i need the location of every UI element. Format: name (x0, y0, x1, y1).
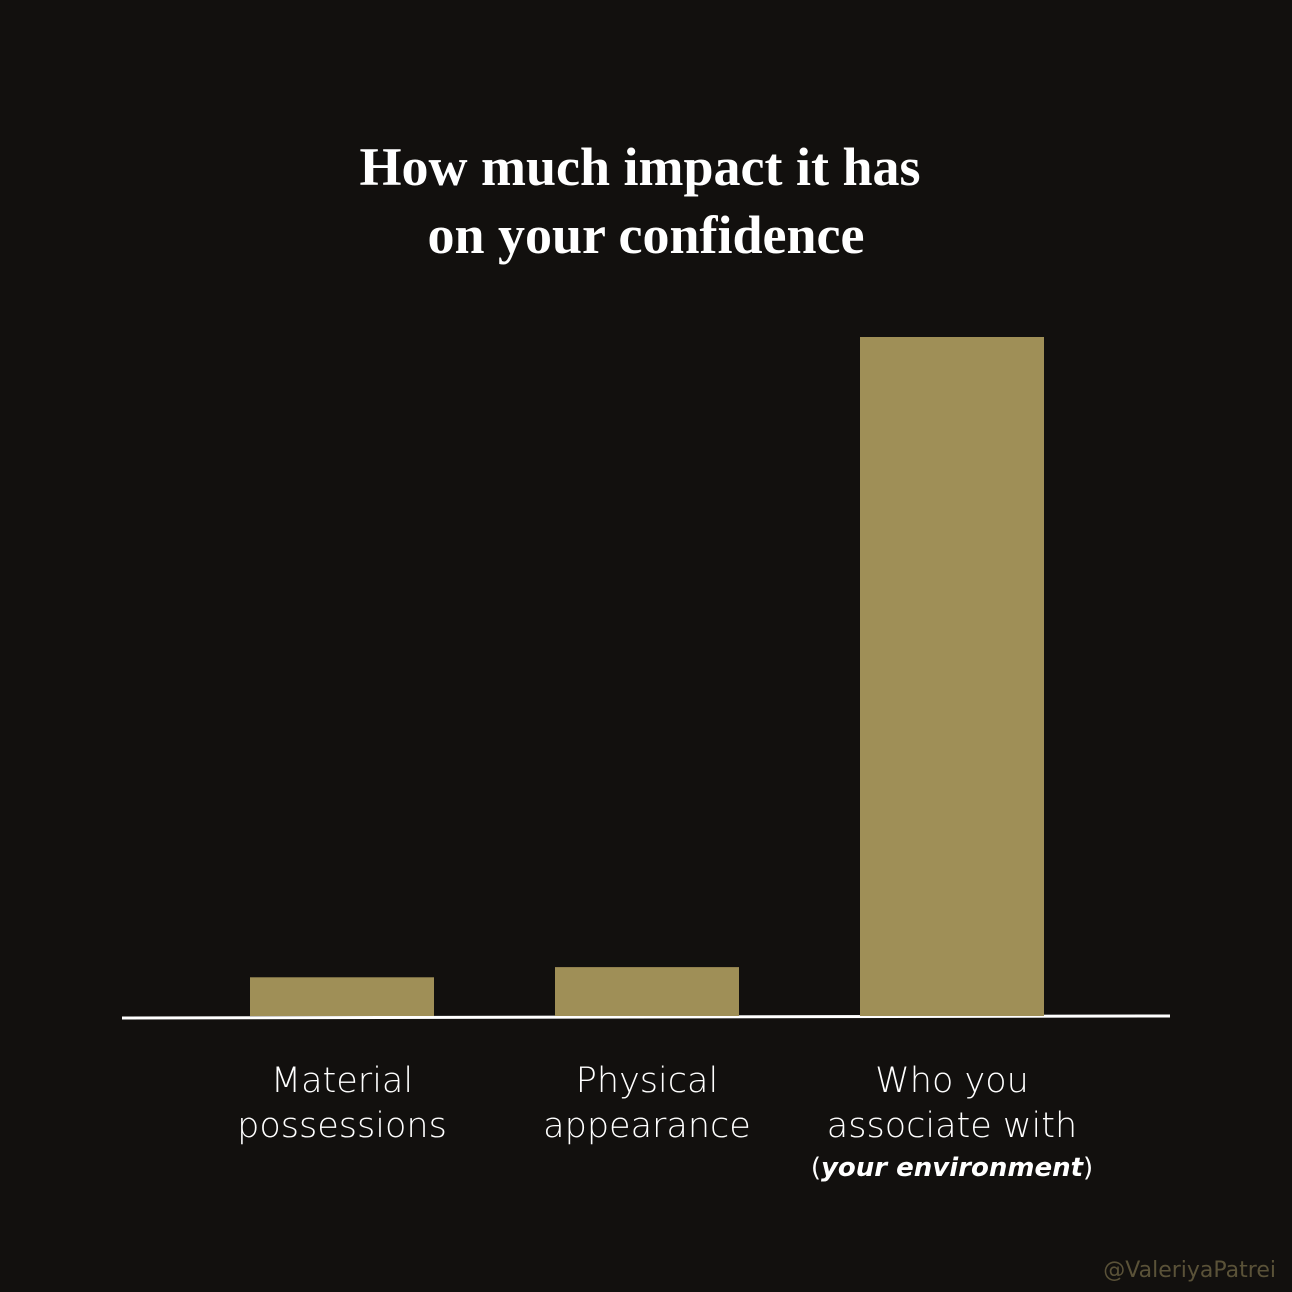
x-tick-label: Physical (576, 1061, 718, 1101)
bar (555, 967, 739, 1016)
bar (860, 337, 1044, 1016)
x-tick-label: Material (271, 1061, 413, 1101)
x-tick-label: appearance (543, 1106, 751, 1146)
credit: @ValeriyaPatrei (1103, 1258, 1276, 1283)
x-tick-label: Who you (875, 1061, 1029, 1101)
x-tick-label: possessions (237, 1106, 447, 1146)
annotation: (your environment) (811, 1153, 1093, 1183)
x-tick-label: associate with (827, 1106, 1077, 1146)
chart-title: on your confidence (427, 205, 864, 265)
bar (250, 977, 434, 1016)
chart-title: How much impact it has (359, 137, 920, 197)
annotation-part: ) (1083, 1153, 1093, 1183)
baseline (121, 1014, 1171, 1020)
annotation-part: ( (811, 1153, 821, 1183)
annotation-part: your environment (821, 1153, 1085, 1183)
